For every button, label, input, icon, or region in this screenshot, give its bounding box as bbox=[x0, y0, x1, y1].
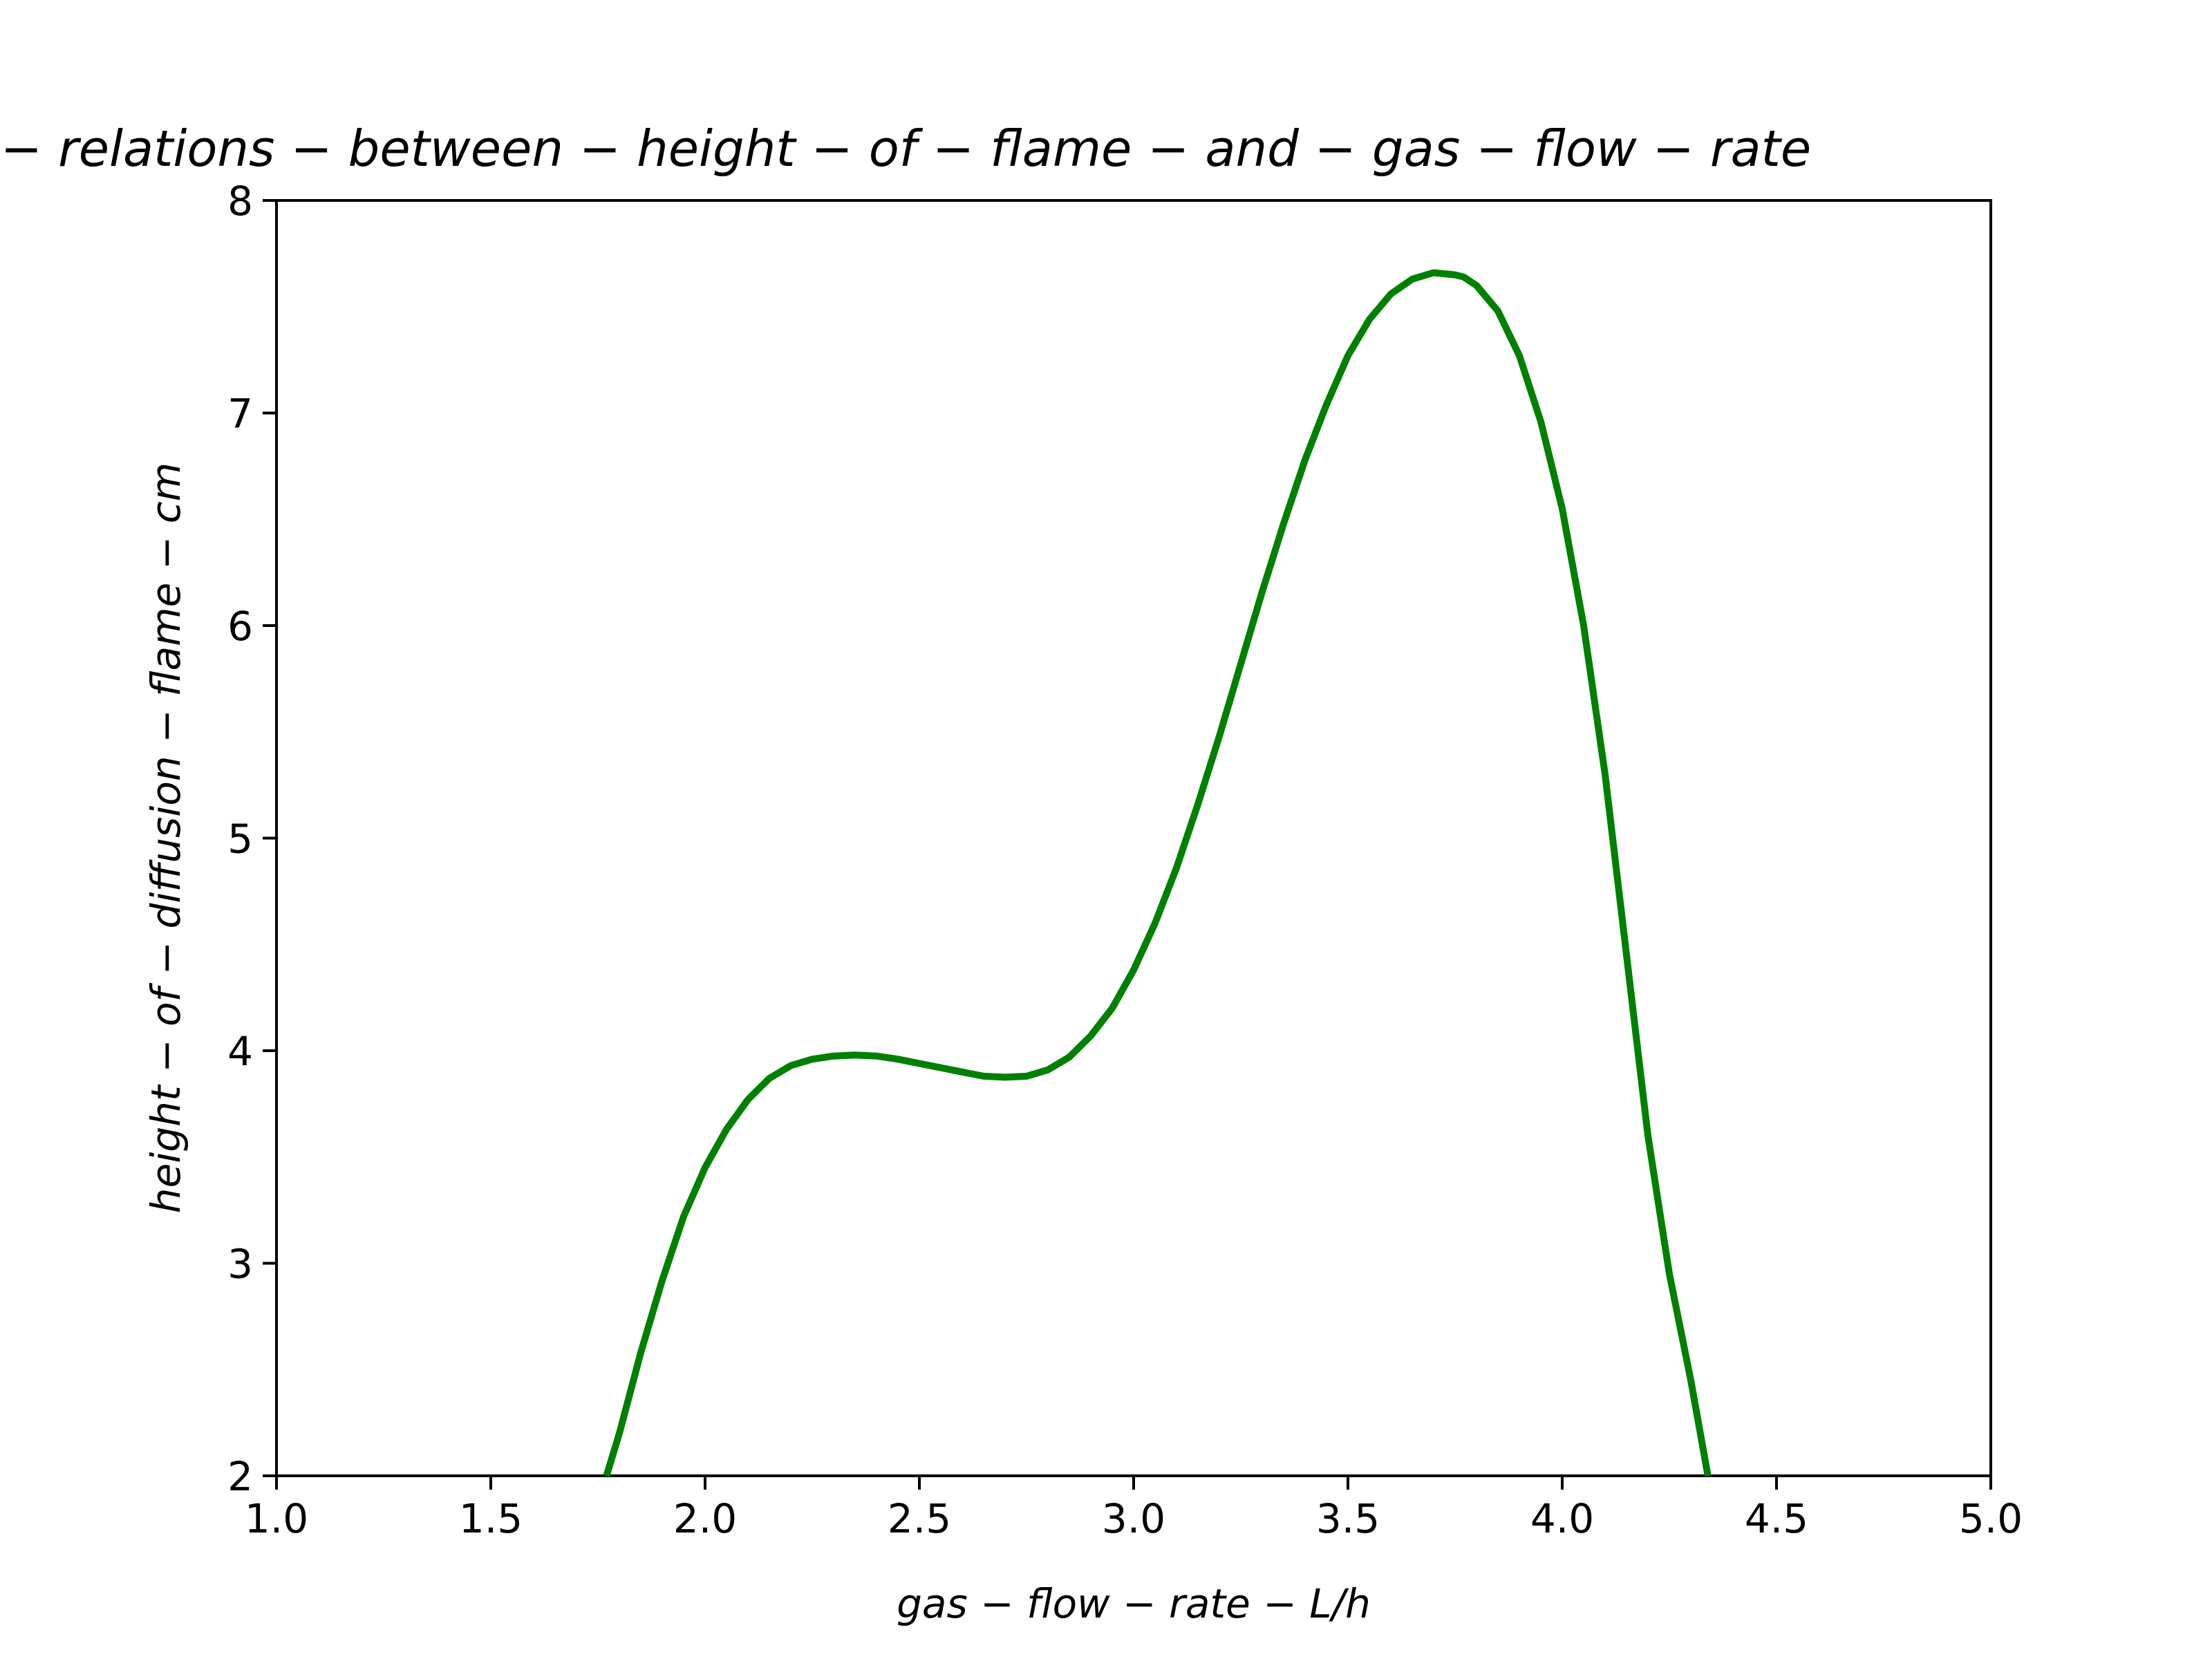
x-tick-label: 3.0 bbox=[1102, 1495, 1165, 1542]
x-axis: 1.0 1.5 2.0 2.5 3.0 3.5 4.0 4.5 5.0 bbox=[245, 1476, 2023, 1542]
x-tick-label: 4.5 bbox=[1745, 1495, 1808, 1542]
x-tick-label: 2.5 bbox=[888, 1495, 951, 1542]
y-tick-label: 4 bbox=[227, 1028, 253, 1075]
x-tick-label: 1.5 bbox=[459, 1495, 523, 1542]
x-tick-label: 2.0 bbox=[673, 1495, 737, 1542]
series-layer bbox=[603, 269, 1712, 1477]
y-tick-label: 3 bbox=[227, 1241, 253, 1288]
y-tick-label: 7 bbox=[227, 391, 253, 438]
y-tick-label: 8 bbox=[227, 178, 253, 225]
series-line bbox=[603, 269, 1712, 1477]
y-tick-label: 6 bbox=[227, 603, 253, 650]
x-tick-label: 4.0 bbox=[1530, 1495, 1594, 1542]
y-axis: 2 3 4 5 6 7 8 bbox=[227, 178, 276, 1500]
x-tick-label: 1.0 bbox=[245, 1495, 308, 1542]
x-tick-label: 3.5 bbox=[1316, 1495, 1380, 1542]
chart-title: the − relations − between − height − of … bbox=[0, 120, 1811, 178]
y-tick-label: 5 bbox=[227, 816, 253, 863]
x-axis-label: gas − flow − rate − L/h bbox=[897, 1580, 1371, 1627]
y-axis-label: height − of − diffusion − flame − cm bbox=[142, 462, 189, 1213]
x-tick-label: 5.0 bbox=[1959, 1495, 2023, 1542]
y-tick-label: 2 bbox=[227, 1453, 253, 1500]
plot-area: 1.0 1.5 2.0 2.5 3.0 3.5 4.0 4.5 5.0 2 3 4 5 6 7 8 bbox=[227, 178, 2023, 1542]
